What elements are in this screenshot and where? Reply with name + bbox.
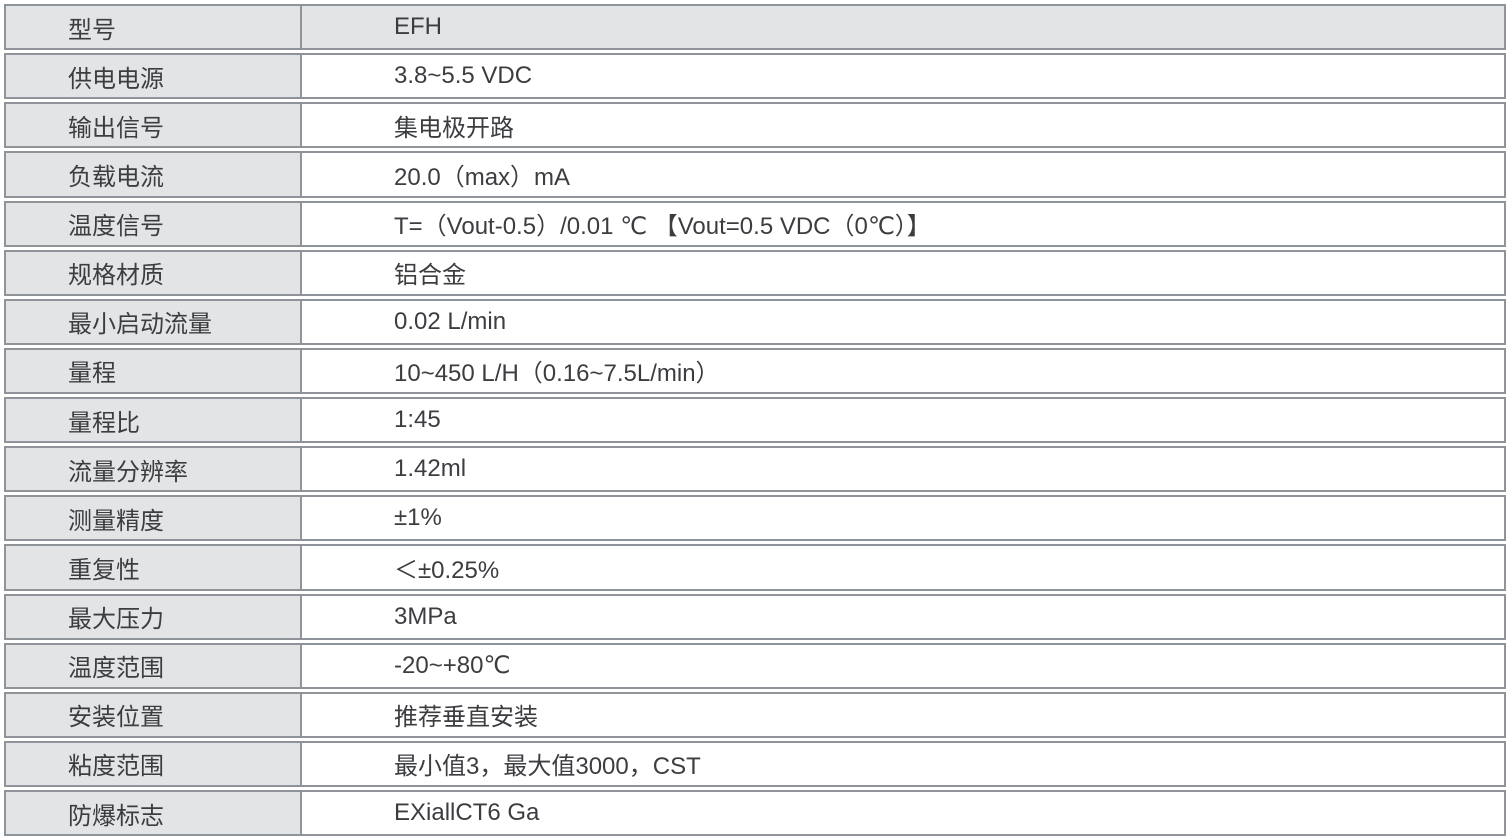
spec-label-cell: 最大压力 [6, 595, 302, 638]
table-row: 量程比 1:45 [4, 397, 1506, 444]
table-row: 温度信号 T=（Vout-0.5）/0.01 ℃ 【Vout=0.5 VDC（0… [4, 200, 1506, 247]
spec-label-cell: 温度信号 [6, 202, 302, 245]
spec-value-cell: 3.8~5.5 VDC [302, 55, 1504, 98]
table-row: 型号 EFH [4, 4, 1506, 51]
spec-label-cell: 供电电源 [6, 55, 302, 98]
spec-label-cell: 防爆标志 [6, 792, 302, 835]
spec-value-cell: 20.0（max）mA [302, 153, 1504, 196]
spec-label-cell: 量程 [6, 349, 302, 392]
spec-value-cell: ＜±0.25% [302, 546, 1504, 589]
spec-value-cell: 最小值3，最大值3000，CST [302, 742, 1504, 785]
spec-value-cell: 0.02 L/min [302, 300, 1504, 343]
spec-value-cell: T=（Vout-0.5）/0.01 ℃ 【Vout=0.5 VDC（0℃）】 [302, 202, 1504, 245]
table-row: 负载电流 20.0（max）mA [4, 151, 1506, 198]
table-row: 最小启动流量 0.02 L/min [4, 298, 1506, 345]
table-row: 测量精度 ±1% [4, 495, 1506, 542]
spec-value-cell: EFH [302, 6, 1504, 49]
table-row: 温度范围 -20~+80℃ [4, 642, 1506, 689]
table-row: 量程 10~450 L/H（0.16~7.5L/min） [4, 347, 1506, 394]
spec-value-cell: 铝合金 [302, 251, 1504, 294]
table-row: 防爆标志 EXiallCT6 Ga [4, 790, 1506, 837]
spec-label-cell: 负载电流 [6, 153, 302, 196]
spec-label-cell: 最小启动流量 [6, 300, 302, 343]
spec-value-cell: 3MPa [302, 595, 1504, 638]
spec-value-cell: 集电极开路 [302, 104, 1504, 147]
spec-value-cell: 1:45 [302, 399, 1504, 442]
spec-label-cell: 测量精度 [6, 497, 302, 540]
spec-label-cell: 安装位置 [6, 693, 302, 736]
spec-value-cell: 1.42ml [302, 448, 1504, 491]
spec-label-cell: 粘度范围 [6, 742, 302, 785]
spec-value-cell: 推荐垂直安装 [302, 693, 1504, 736]
spec-label-cell: 流量分辨率 [6, 448, 302, 491]
table-row: 供电电源 3.8~5.5 VDC [4, 53, 1506, 100]
spec-label-cell: 温度范围 [6, 644, 302, 687]
spec-label-cell: 量程比 [6, 399, 302, 442]
table-row: 流量分辨率 1.42ml [4, 446, 1506, 493]
spec-label-cell: 规格材质 [6, 251, 302, 294]
table-row: 规格材质 铝合金 [4, 249, 1506, 296]
spec-label-cell: 型号 [6, 6, 302, 49]
table-row: 安装位置 推荐垂直安装 [4, 691, 1506, 738]
spec-label-cell: 输出信号 [6, 104, 302, 147]
spec-value-cell: EXiallCT6 Ga [302, 792, 1504, 835]
spec-label-cell: 重复性 [6, 546, 302, 589]
table-row: 粘度范围 最小值3，最大值3000，CST [4, 740, 1506, 787]
spec-value-cell: 10~450 L/H（0.16~7.5L/min） [302, 349, 1504, 392]
table-row: 最大压力 3MPa [4, 593, 1506, 640]
table-row: 输出信号 集电极开路 [4, 102, 1506, 149]
spec-value-cell: -20~+80℃ [302, 644, 1504, 687]
table-row: 重复性 ＜±0.25% [4, 544, 1506, 591]
spec-value-cell: ±1% [302, 497, 1504, 540]
